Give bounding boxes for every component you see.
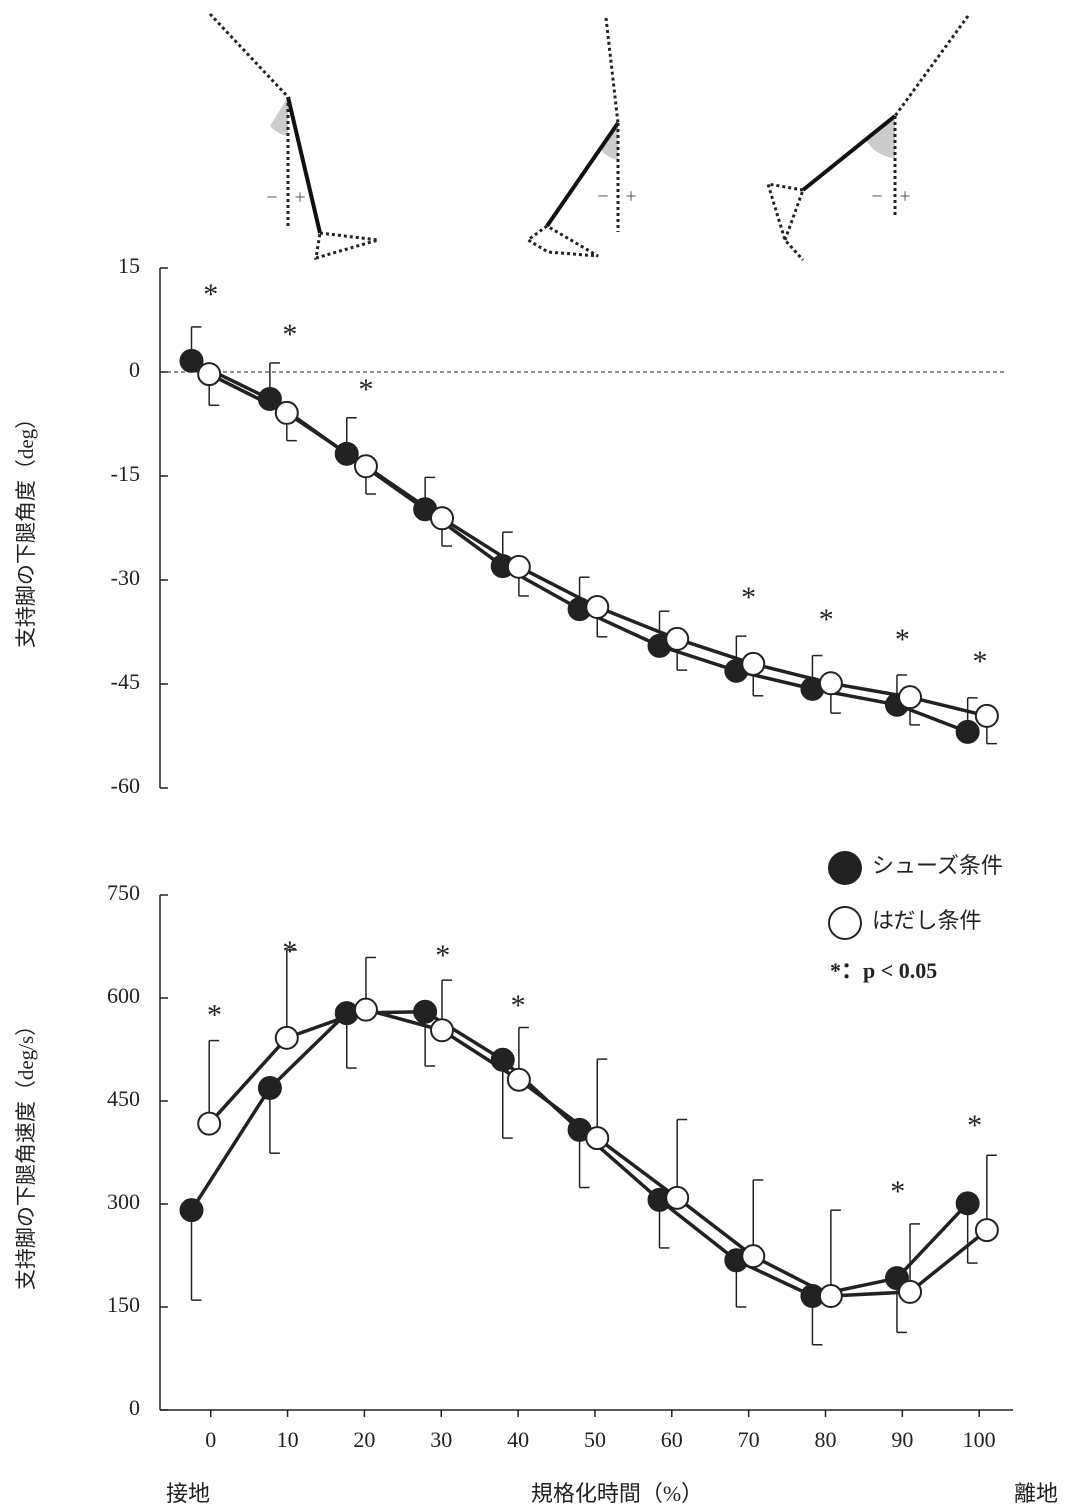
marker bbox=[179, 348, 204, 373]
marker bbox=[257, 1075, 282, 1100]
x-axis-label-left: 接地 bbox=[166, 1481, 210, 1506]
x-tick-label: 90 bbox=[891, 1427, 913, 1452]
x-tick-label: 100 bbox=[963, 1427, 996, 1452]
marker bbox=[818, 1284, 843, 1309]
significance-mark: * bbox=[282, 318, 297, 351]
marker bbox=[506, 1067, 531, 1092]
legend-marker bbox=[828, 851, 862, 885]
legend-label: シューズ条件 bbox=[872, 853, 1003, 878]
y-tick-label: -30 bbox=[111, 565, 140, 590]
marker bbox=[179, 1198, 204, 1223]
significance-mark: * bbox=[967, 1109, 982, 1142]
minus-sign: − bbox=[597, 186, 608, 208]
significance-mark: * bbox=[435, 939, 450, 972]
x-tick-label: 10 bbox=[277, 1427, 299, 1452]
marker bbox=[197, 362, 222, 387]
plus-sign: + bbox=[625, 186, 636, 208]
series-line bbox=[207, 1007, 988, 1298]
legend-label: はだし条件 bbox=[872, 908, 982, 933]
y-tick-label: -60 bbox=[111, 773, 140, 798]
y-tick-label: 450 bbox=[107, 1086, 140, 1111]
y-tick-label: -15 bbox=[111, 461, 140, 486]
significance-mark: * bbox=[972, 645, 987, 678]
marker bbox=[334, 441, 359, 466]
marker bbox=[741, 1244, 766, 1269]
significance-mark: * bbox=[819, 603, 834, 636]
diagram-mid: − + bbox=[525, 17, 637, 258]
y-tick-label: 150 bbox=[107, 1292, 140, 1317]
significance-mark: * bbox=[895, 623, 910, 656]
marker bbox=[898, 685, 923, 710]
marker bbox=[506, 554, 531, 579]
marker bbox=[413, 999, 438, 1024]
x-tick-label: 70 bbox=[738, 1427, 760, 1452]
marker bbox=[974, 703, 999, 728]
y-axis-label: 支持脚の下腿角速度（deg/s） bbox=[14, 1015, 38, 1290]
marker bbox=[334, 1001, 359, 1026]
significance-mark: * bbox=[282, 935, 297, 968]
plus-sign: + bbox=[899, 186, 910, 208]
significance-mark: * bbox=[511, 989, 526, 1022]
leg-diagrams: − + − + − + bbox=[208, 12, 970, 262]
y-tick-label: -45 bbox=[111, 669, 140, 694]
x-tick-label: 50 bbox=[584, 1427, 606, 1452]
y-tick-label: 0 bbox=[129, 1395, 140, 1420]
marker bbox=[818, 671, 843, 696]
legend-note: *：p < 0.05 bbox=[830, 958, 937, 983]
marker bbox=[353, 997, 378, 1022]
x-axis-label: 規格化時間（%） bbox=[531, 1481, 703, 1506]
x-tick-label: 30 bbox=[430, 1427, 452, 1452]
significance-mark: * bbox=[358, 373, 373, 406]
marker bbox=[430, 506, 455, 531]
plus-sign: + bbox=[294, 187, 305, 209]
x-tick-label: 60 bbox=[661, 1427, 683, 1452]
y-tick-label: 750 bbox=[107, 880, 140, 905]
marker bbox=[741, 651, 766, 676]
significance-mark: * bbox=[741, 581, 756, 614]
marker bbox=[430, 1018, 455, 1043]
x-tick-label: 0 bbox=[205, 1427, 216, 1452]
marker bbox=[197, 1111, 222, 1136]
x-tick-label: 40 bbox=[507, 1427, 529, 1452]
y-tick-label: 0 bbox=[129, 357, 140, 382]
diagram-toeoff: − + bbox=[765, 15, 970, 262]
minus-sign: − bbox=[266, 187, 277, 209]
legend-marker bbox=[828, 906, 862, 940]
marker bbox=[665, 626, 690, 651]
marker bbox=[274, 400, 299, 425]
marker bbox=[955, 719, 980, 744]
x-tick-label: 20 bbox=[353, 1427, 375, 1452]
series-line bbox=[190, 359, 969, 734]
significance-mark: * bbox=[890, 1175, 905, 1208]
y-tick-label: 300 bbox=[107, 1189, 140, 1214]
x-tick-label: 80 bbox=[814, 1427, 836, 1452]
marker bbox=[585, 1126, 610, 1151]
x-axis-label-right: 離地 bbox=[1014, 1481, 1058, 1506]
marker bbox=[955, 1191, 980, 1216]
marker bbox=[974, 1218, 999, 1243]
marker bbox=[665, 1185, 690, 1210]
marker bbox=[490, 1047, 515, 1072]
marker bbox=[898, 1279, 923, 1304]
marker bbox=[585, 595, 610, 620]
minus-sign: − bbox=[871, 186, 882, 208]
significance-mark: * bbox=[207, 999, 222, 1032]
diagram-contact: − + bbox=[208, 12, 379, 261]
y-tick-label: 600 bbox=[107, 983, 140, 1008]
significance-mark: * bbox=[203, 278, 218, 311]
y-axis-label: 支持脚の下腿角度（deg） bbox=[14, 408, 38, 648]
marker bbox=[257, 387, 282, 412]
y-tick-label: 15 bbox=[118, 253, 140, 278]
marker bbox=[353, 454, 378, 479]
marker bbox=[274, 1025, 299, 1050]
series-line bbox=[208, 372, 988, 718]
